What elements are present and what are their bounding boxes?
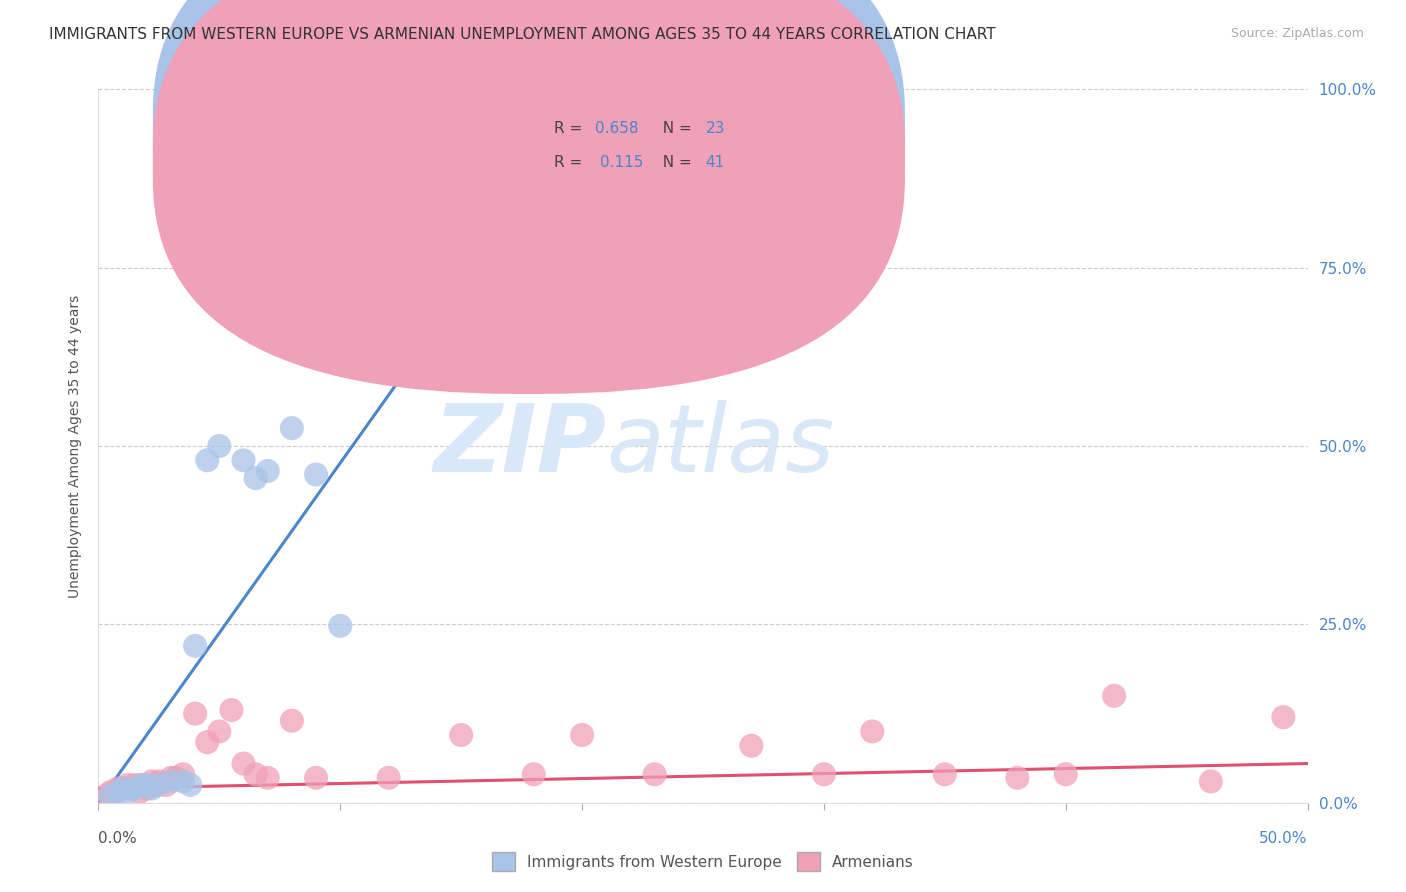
Text: R =: R = xyxy=(554,155,592,170)
Point xyxy=(172,767,194,781)
Point xyxy=(155,778,177,792)
Text: 0.658: 0.658 xyxy=(595,121,638,136)
Point xyxy=(644,767,666,781)
Text: N =: N = xyxy=(654,121,697,136)
Point xyxy=(402,203,425,218)
Point xyxy=(934,767,956,781)
Point xyxy=(245,471,267,485)
Point xyxy=(111,781,134,796)
Point xyxy=(117,778,139,792)
Point xyxy=(124,778,146,792)
Point xyxy=(221,703,243,717)
Point xyxy=(232,756,254,771)
Text: R =: R = xyxy=(554,121,588,136)
Point xyxy=(160,771,183,785)
Point xyxy=(148,778,170,792)
Point xyxy=(160,774,183,789)
Point xyxy=(256,464,278,478)
Point xyxy=(245,767,267,781)
Point xyxy=(107,785,129,799)
Point xyxy=(208,724,231,739)
Point xyxy=(145,778,167,792)
Point xyxy=(107,781,129,796)
Text: 0.115: 0.115 xyxy=(600,155,644,170)
Point xyxy=(111,781,134,796)
Point xyxy=(1007,771,1029,785)
Point xyxy=(740,739,762,753)
Legend: Immigrants from Western Europe, Armenians: Immigrants from Western Europe, Armenian… xyxy=(486,847,920,877)
Point xyxy=(148,774,170,789)
Y-axis label: Unemployment Among Ages 35 to 44 years: Unemployment Among Ages 35 to 44 years xyxy=(69,294,83,598)
Point xyxy=(131,778,153,792)
Point xyxy=(232,453,254,467)
Point xyxy=(118,781,141,796)
Point xyxy=(1102,689,1125,703)
Point xyxy=(124,781,146,796)
Point xyxy=(281,714,304,728)
Point xyxy=(1272,710,1295,724)
Point xyxy=(100,785,122,799)
FancyBboxPatch shape xyxy=(498,103,758,193)
Point xyxy=(1054,767,1077,781)
Text: 50.0%: 50.0% xyxy=(1260,831,1308,847)
Point xyxy=(135,781,157,796)
Point xyxy=(131,778,153,792)
Point xyxy=(305,467,328,482)
Text: atlas: atlas xyxy=(606,401,835,491)
Text: 41: 41 xyxy=(706,155,724,170)
Point xyxy=(208,439,231,453)
Point xyxy=(100,789,122,803)
Point xyxy=(860,203,883,218)
Point xyxy=(117,785,139,799)
Point xyxy=(128,785,150,799)
Point xyxy=(179,778,201,792)
Point xyxy=(165,771,187,785)
Point xyxy=(523,767,546,781)
Point xyxy=(94,789,117,803)
Text: IMMIGRANTS FROM WESTERN EUROPE VS ARMENIAN UNEMPLOYMENT AMONG AGES 35 TO 44 YEAR: IMMIGRANTS FROM WESTERN EUROPE VS ARMENI… xyxy=(49,27,995,42)
Point xyxy=(571,728,593,742)
Point xyxy=(813,767,835,781)
Text: ZIP: ZIP xyxy=(433,400,606,492)
Point xyxy=(329,619,352,633)
FancyBboxPatch shape xyxy=(153,0,905,359)
Point xyxy=(256,771,278,785)
Point xyxy=(1199,774,1222,789)
Point xyxy=(104,785,127,799)
Point xyxy=(141,781,163,796)
Point xyxy=(184,639,207,653)
Point xyxy=(305,771,328,785)
Point xyxy=(184,706,207,721)
Point xyxy=(860,724,883,739)
Point xyxy=(281,421,304,435)
Point xyxy=(195,735,218,749)
Point xyxy=(172,774,194,789)
Point xyxy=(195,453,218,467)
Point xyxy=(450,728,472,742)
Text: 23: 23 xyxy=(706,121,725,136)
Point xyxy=(135,778,157,792)
Text: 0.0%: 0.0% xyxy=(98,831,138,847)
Text: Source: ZipAtlas.com: Source: ZipAtlas.com xyxy=(1230,27,1364,40)
Point xyxy=(141,774,163,789)
Text: N =: N = xyxy=(654,155,697,170)
FancyBboxPatch shape xyxy=(153,0,905,394)
Point xyxy=(377,771,399,785)
